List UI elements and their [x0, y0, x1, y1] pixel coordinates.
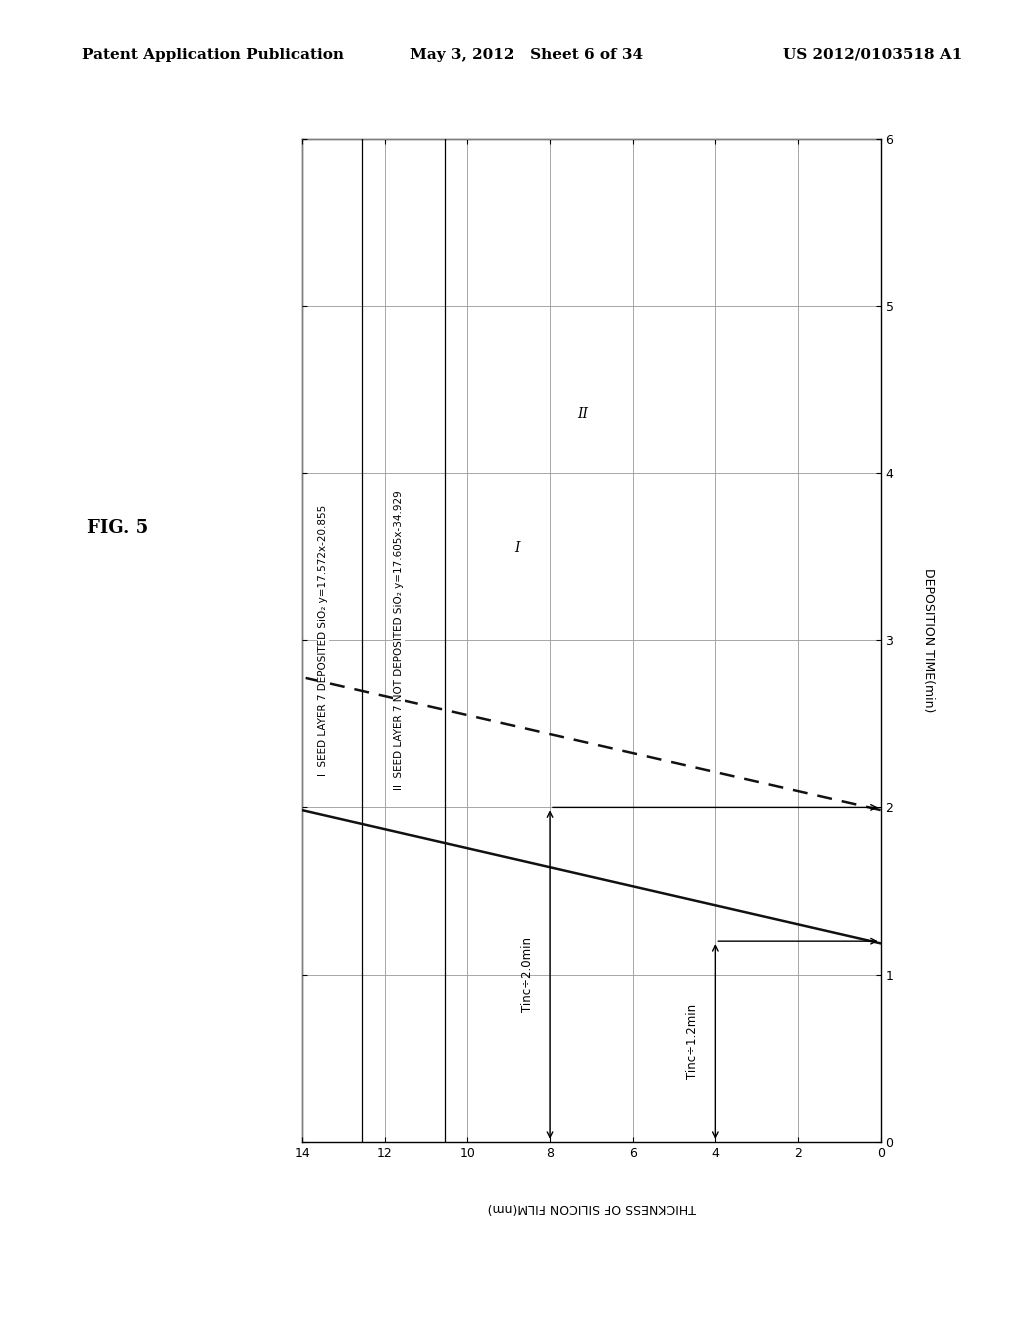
- Text: II: II: [578, 408, 589, 421]
- Text: Tinc÷2.0min: Tinc÷2.0min: [521, 937, 534, 1012]
- Text: I  SEED LAYER 7 DEPOSITED SiO₂ y=17.572x-20.855: I SEED LAYER 7 DEPOSITED SiO₂ y=17.572x-…: [317, 504, 328, 776]
- Text: US 2012/0103518 A1: US 2012/0103518 A1: [783, 48, 963, 62]
- Text: I: I: [514, 541, 520, 556]
- Text: Tinc÷1.2min: Tinc÷1.2min: [686, 1005, 699, 1078]
- X-axis label: THICKNESS OF SILICON FILM(nm): THICKNESS OF SILICON FILM(nm): [487, 1201, 695, 1214]
- Text: May 3, 2012   Sheet 6 of 34: May 3, 2012 Sheet 6 of 34: [410, 48, 643, 62]
- Y-axis label: DEPOSITION TIME(min): DEPOSITION TIME(min): [923, 568, 935, 713]
- Text: FIG. 5: FIG. 5: [87, 519, 148, 537]
- Text: Patent Application Publication: Patent Application Publication: [82, 48, 344, 62]
- Text: II  SEED LAYER 7 NOT DEPOSITED SiO₂ y=17.605x-34.929: II SEED LAYER 7 NOT DEPOSITED SiO₂ y=17.…: [394, 490, 404, 791]
